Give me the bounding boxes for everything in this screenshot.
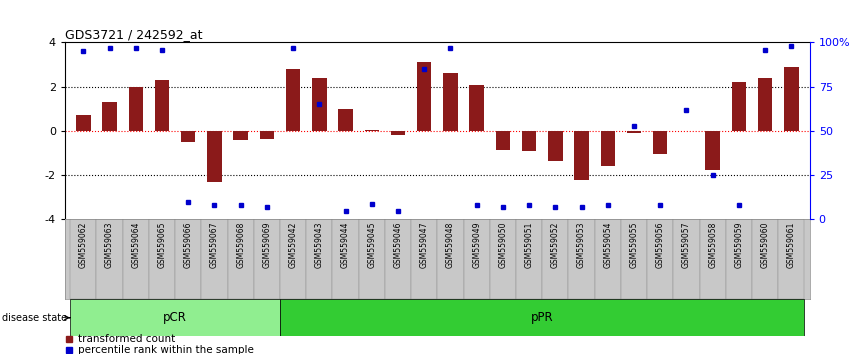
Bar: [339, 109, 352, 131]
Text: GSM559046: GSM559046: [393, 222, 403, 268]
Bar: [653, 131, 668, 154]
Bar: [437, 219, 463, 299]
Text: pCR: pCR: [163, 311, 187, 324]
Bar: [443, 74, 457, 131]
Text: GSM559067: GSM559067: [210, 222, 219, 268]
Text: pPR: pPR: [531, 311, 553, 324]
Bar: [96, 219, 123, 299]
Bar: [359, 219, 385, 299]
Text: GSM559066: GSM559066: [184, 222, 193, 268]
Text: GSM559069: GSM559069: [262, 222, 271, 268]
Text: GSM559057: GSM559057: [682, 222, 691, 268]
Bar: [175, 219, 201, 299]
Bar: [490, 219, 516, 299]
Bar: [469, 85, 484, 131]
Bar: [758, 78, 772, 131]
Bar: [595, 219, 621, 299]
Text: GSM559064: GSM559064: [132, 222, 140, 268]
Text: percentile rank within the sample: percentile rank within the sample: [78, 345, 255, 354]
Bar: [365, 130, 379, 131]
Bar: [732, 82, 746, 131]
Bar: [463, 219, 490, 299]
Bar: [102, 102, 117, 131]
Bar: [385, 219, 411, 299]
Bar: [779, 219, 805, 299]
Bar: [674, 219, 700, 299]
Text: GSM559059: GSM559059: [734, 222, 743, 268]
Bar: [181, 131, 196, 142]
Bar: [286, 69, 301, 131]
Bar: [280, 219, 307, 299]
Text: transformed count: transformed count: [78, 335, 176, 344]
Bar: [234, 131, 248, 140]
Bar: [128, 87, 143, 131]
Text: GSM559052: GSM559052: [551, 222, 559, 268]
Bar: [201, 219, 228, 299]
Bar: [621, 219, 647, 299]
Text: GSM559055: GSM559055: [630, 222, 638, 268]
Bar: [568, 219, 595, 299]
Bar: [254, 219, 280, 299]
Text: GSM559056: GSM559056: [656, 222, 665, 268]
Text: GSM559049: GSM559049: [472, 222, 481, 268]
Bar: [307, 219, 333, 299]
Bar: [417, 62, 431, 131]
Text: GSM559050: GSM559050: [499, 222, 507, 268]
Bar: [149, 219, 175, 299]
Bar: [784, 67, 798, 131]
Text: GSM559044: GSM559044: [341, 222, 350, 268]
Bar: [391, 131, 405, 136]
Bar: [647, 219, 674, 299]
Bar: [700, 219, 726, 299]
Text: GSM559063: GSM559063: [105, 222, 114, 268]
Bar: [706, 131, 720, 170]
Bar: [726, 219, 752, 299]
Bar: [601, 131, 615, 166]
Bar: [207, 131, 222, 182]
Bar: [333, 219, 359, 299]
Bar: [123, 219, 149, 299]
Bar: [522, 131, 536, 151]
Text: GSM559053: GSM559053: [577, 222, 586, 268]
Bar: [70, 219, 96, 299]
Text: GSM559043: GSM559043: [315, 222, 324, 268]
Bar: [627, 131, 641, 133]
Text: GSM559062: GSM559062: [79, 222, 87, 268]
Bar: [542, 219, 568, 299]
Text: GSM559065: GSM559065: [158, 222, 166, 268]
Text: GSM559051: GSM559051: [525, 222, 533, 268]
Bar: [228, 219, 254, 299]
Text: GSM559048: GSM559048: [446, 222, 455, 268]
Text: GSM559058: GSM559058: [708, 222, 717, 268]
Text: GSM559061: GSM559061: [787, 222, 796, 268]
Bar: [70, 299, 280, 336]
Text: GSM559047: GSM559047: [420, 222, 429, 268]
Bar: [516, 219, 542, 299]
Bar: [548, 131, 563, 161]
Text: GSM559068: GSM559068: [236, 222, 245, 268]
Bar: [574, 131, 589, 180]
Bar: [76, 115, 91, 131]
Bar: [260, 131, 274, 139]
Text: GDS3721 / 242592_at: GDS3721 / 242592_at: [65, 28, 203, 41]
Text: disease state: disease state: [2, 313, 70, 323]
Text: GSM559042: GSM559042: [288, 222, 298, 268]
Bar: [312, 78, 326, 131]
Bar: [495, 131, 510, 150]
Bar: [411, 219, 437, 299]
Bar: [155, 80, 169, 131]
Text: GSM559054: GSM559054: [604, 222, 612, 268]
Text: GSM559060: GSM559060: [760, 222, 770, 268]
Text: GSM559045: GSM559045: [367, 222, 376, 268]
Bar: [752, 219, 779, 299]
Bar: [280, 299, 805, 336]
